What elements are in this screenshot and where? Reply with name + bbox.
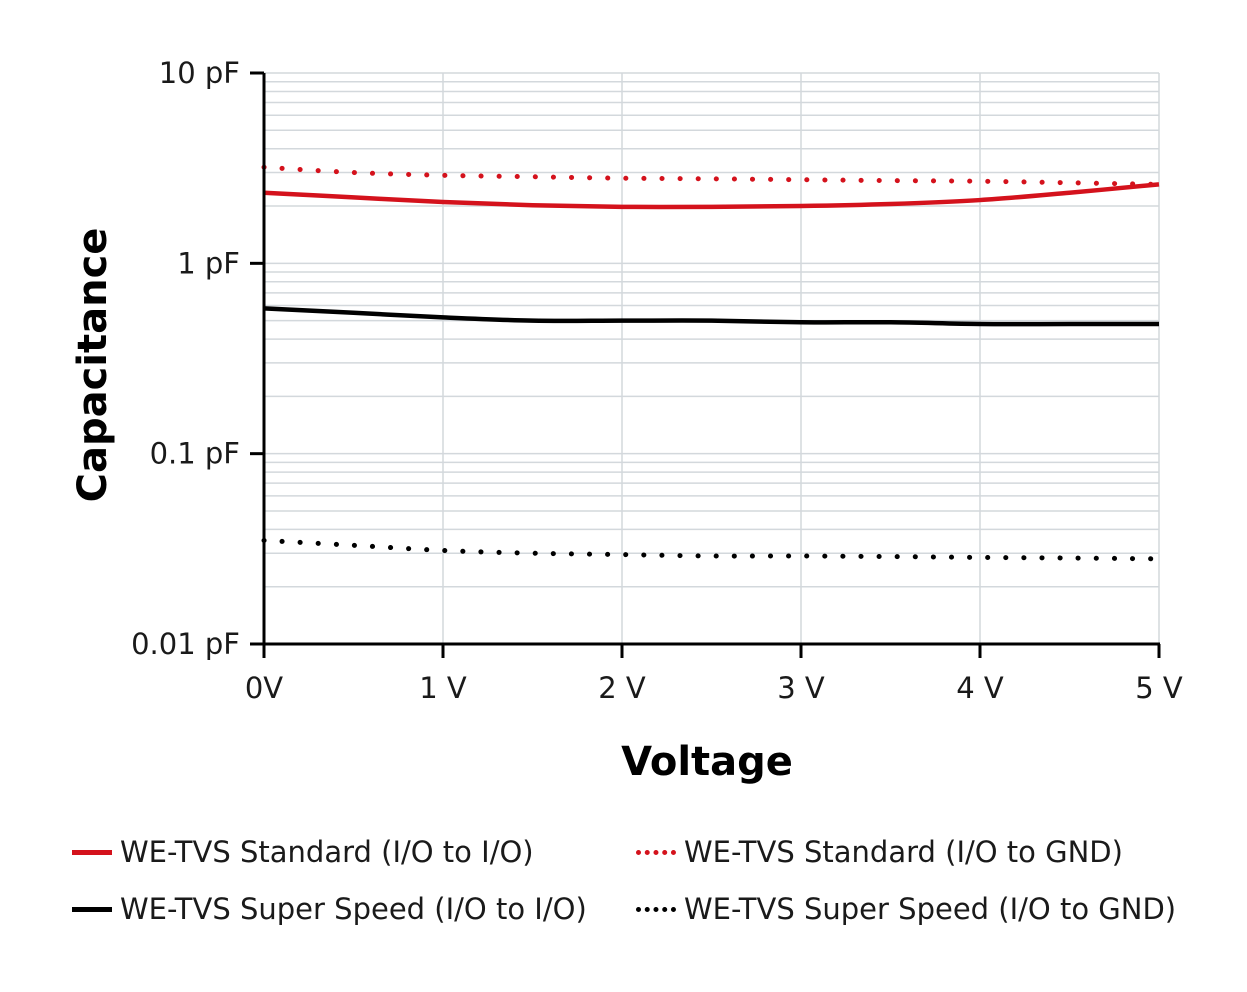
- series-layer: [261, 164, 1162, 562]
- series-line-2: [261, 164, 1162, 187]
- legend-item: WE-TVS Standard (I/O to I/O): [72, 832, 534, 872]
- legend-label: WE-TVS Super Speed (I/O to GND): [684, 892, 1177, 926]
- legend-swatch: [636, 906, 676, 912]
- x-tick-label: 4 V: [956, 671, 1004, 705]
- legend-label: WE-TVS Super Speed (I/O to I/O): [120, 892, 587, 926]
- legend-label: WE-TVS Standard (I/O to GND): [684, 835, 1123, 869]
- legend-swatch: [72, 849, 112, 855]
- x-axis-title: Voltage: [621, 739, 793, 785]
- legend-swatch: [72, 906, 112, 912]
- y-tick-label: 1 pF: [177, 246, 240, 280]
- legend-swatch: [636, 849, 676, 855]
- legend-item: WE-TVS Super Speed (I/O to I/O): [72, 889, 587, 929]
- series-line-3: [263, 306, 1159, 327]
- legend-label: WE-TVS Standard (I/O to I/O): [120, 835, 534, 869]
- legend-item: WE-TVS Standard (I/O to GND): [636, 832, 1123, 872]
- series-line-4: [261, 537, 1162, 562]
- x-tick-label: 1 V: [419, 671, 467, 705]
- y-tick-label: 0.1 pF: [150, 437, 240, 471]
- legend-item: WE-TVS Super Speed (I/O to GND): [636, 889, 1176, 929]
- y-axis-title: Capacitance: [70, 228, 116, 503]
- x-tick-label: 3 V: [777, 671, 825, 705]
- y-tick-label: 10 pF: [159, 56, 240, 90]
- x-tick-label: 2 V: [598, 671, 646, 705]
- y-tick-label: 0.01 pF: [131, 627, 240, 661]
- series-line-1: [263, 182, 1160, 210]
- x-tick-label: 5 V: [1135, 671, 1183, 705]
- x-tick-label: 0V: [245, 671, 283, 705]
